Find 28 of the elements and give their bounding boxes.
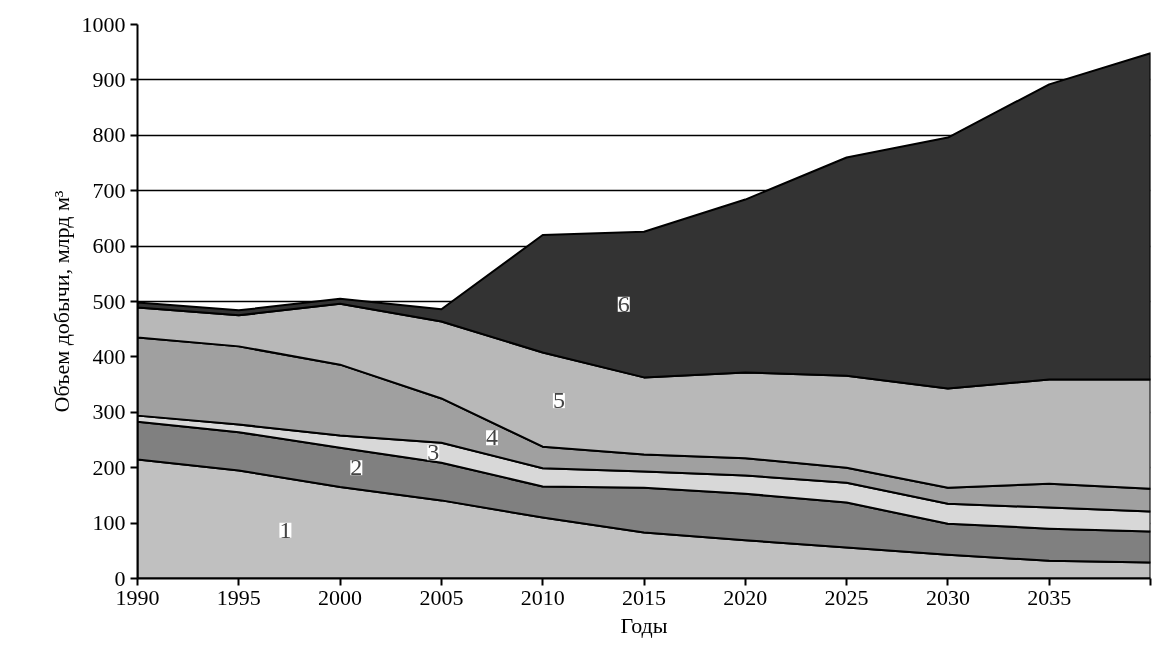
x-tick-label: 2010 [520,584,565,610]
annotation: 1 [279,516,292,543]
y-tick-label: 400 [92,343,126,369]
x-tick-label: 2005 [419,584,464,610]
y-axis-title: Объем добычи, млрд м³ [48,190,74,413]
annotation: 5 [552,387,565,414]
x-tick-label: 2025 [824,584,869,610]
y-tick-label: 100 [92,510,126,536]
x-tick-label: 1995 [216,584,261,610]
x-tick-label: 2030 [925,584,970,610]
y-tick-label: 300 [92,399,126,425]
annotation: 4 [486,424,499,451]
x-tick-label: 2020 [723,584,768,610]
annotation: 2 [350,454,363,481]
x-axis-title: Годы [620,612,668,638]
annotation: 3 [427,439,440,466]
y-tick-label: 1000 [81,11,126,37]
x-tick-label: 2015 [622,584,666,610]
y-tick-label: 0 [114,565,126,591]
annotation: 6 [617,290,630,317]
y-tick-label: 200 [92,454,126,480]
y-tick-label: 700 [92,177,126,203]
x-tick-label: 2035 [1027,584,1072,610]
y-tick-label: 800 [92,122,126,148]
x-tick-label: 2000 [318,584,363,610]
y-tick-label: 600 [92,233,126,259]
y-tick-label: 500 [92,288,126,314]
y-tick-label: 900 [92,66,126,92]
